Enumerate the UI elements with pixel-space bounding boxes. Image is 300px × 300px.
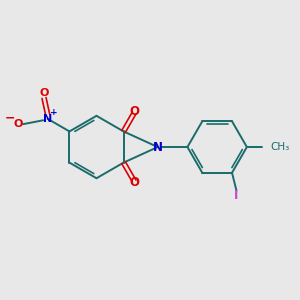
Text: O: O (129, 105, 139, 118)
Text: I: I (234, 190, 239, 202)
Text: N: N (43, 114, 52, 124)
Text: O: O (129, 176, 139, 189)
Text: O: O (39, 88, 49, 98)
Text: −: − (4, 112, 15, 125)
Text: N: N (153, 140, 163, 154)
Text: O: O (13, 119, 22, 129)
Text: CH₃: CH₃ (270, 142, 289, 152)
Text: +: + (50, 108, 58, 117)
